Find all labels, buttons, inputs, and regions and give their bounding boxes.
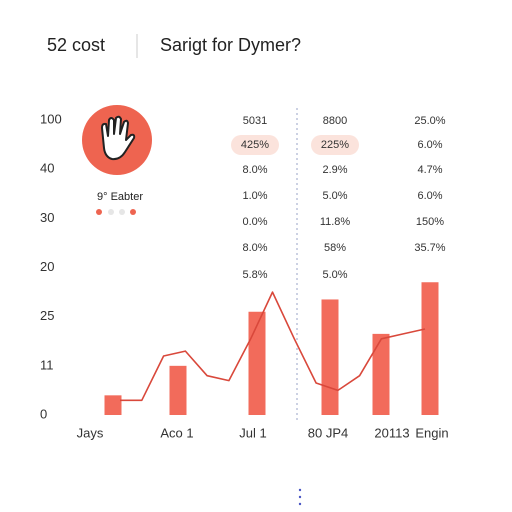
bottom-dots bbox=[298, 488, 302, 506]
y-tick-label: 11 bbox=[40, 357, 54, 372]
bar bbox=[104, 395, 122, 415]
bar bbox=[169, 365, 187, 415]
x-tick-label: 80 JP4 bbox=[308, 425, 348, 440]
dot bbox=[108, 209, 114, 215]
table-cell: 225% bbox=[321, 139, 349, 151]
trend-line bbox=[120, 291, 426, 402]
bar bbox=[372, 333, 390, 415]
table-cell: 0.0% bbox=[242, 216, 267, 228]
table-cell: 58% bbox=[324, 242, 346, 254]
y-tick-label: 25 bbox=[40, 308, 54, 323]
bar bbox=[248, 311, 266, 415]
x-tick-label: Aco 1 bbox=[160, 425, 193, 440]
highlight-pill bbox=[231, 135, 279, 155]
table-cell: 2.9% bbox=[322, 164, 347, 176]
table-cell: 6.0% bbox=[417, 139, 442, 151]
bar bbox=[421, 282, 439, 415]
header-title: Sarigt for Dymer? bbox=[160, 35, 301, 55]
dot bbox=[298, 488, 302, 492]
table-cell: 35.7% bbox=[414, 242, 445, 254]
y-tick-label: 40 bbox=[40, 161, 54, 176]
table-cell: 11.8% bbox=[320, 216, 351, 228]
y-tick-label: 20 bbox=[40, 259, 54, 274]
table-cell: 8800 bbox=[323, 115, 347, 127]
header-left: 52 cost bbox=[47, 35, 105, 55]
table-cell: 5.0% bbox=[322, 190, 347, 202]
y-tick-label: 100 bbox=[40, 111, 62, 126]
table-cell: 6.0% bbox=[417, 190, 442, 202]
x-tick-label: Jul 1 bbox=[239, 425, 266, 440]
hand-icon bbox=[101, 115, 136, 161]
table-cell: 25.0% bbox=[414, 115, 445, 127]
card-caption: 9° Eabter bbox=[97, 191, 143, 203]
highlight-pill bbox=[311, 135, 359, 155]
table-cell: 4.7% bbox=[417, 164, 442, 176]
x-tick-label: Jays bbox=[77, 425, 104, 440]
table-cell: 5.8% bbox=[242, 269, 267, 281]
card: 9° Eabter bbox=[82, 105, 152, 215]
dot bbox=[130, 209, 136, 215]
table-cell: 5.0% bbox=[322, 269, 347, 281]
bar bbox=[321, 299, 339, 415]
y-tick-label: 0 bbox=[40, 406, 47, 421]
dot bbox=[298, 495, 302, 499]
y-tick-label: 30 bbox=[40, 210, 54, 225]
table-cell: 8.0% bbox=[242, 242, 267, 254]
table-cell: 150% bbox=[416, 216, 444, 228]
table-cell: 1.0% bbox=[242, 190, 267, 202]
x-tick-label: 20113 bbox=[374, 425, 409, 440]
x-tick-label: Engin bbox=[415, 425, 448, 440]
dot bbox=[119, 209, 125, 215]
dot bbox=[96, 209, 102, 215]
table-cell: 5031 bbox=[243, 115, 267, 127]
dot bbox=[298, 502, 302, 506]
table-cell: 8.0% bbox=[242, 164, 267, 176]
table-cell: 425% bbox=[241, 139, 269, 151]
